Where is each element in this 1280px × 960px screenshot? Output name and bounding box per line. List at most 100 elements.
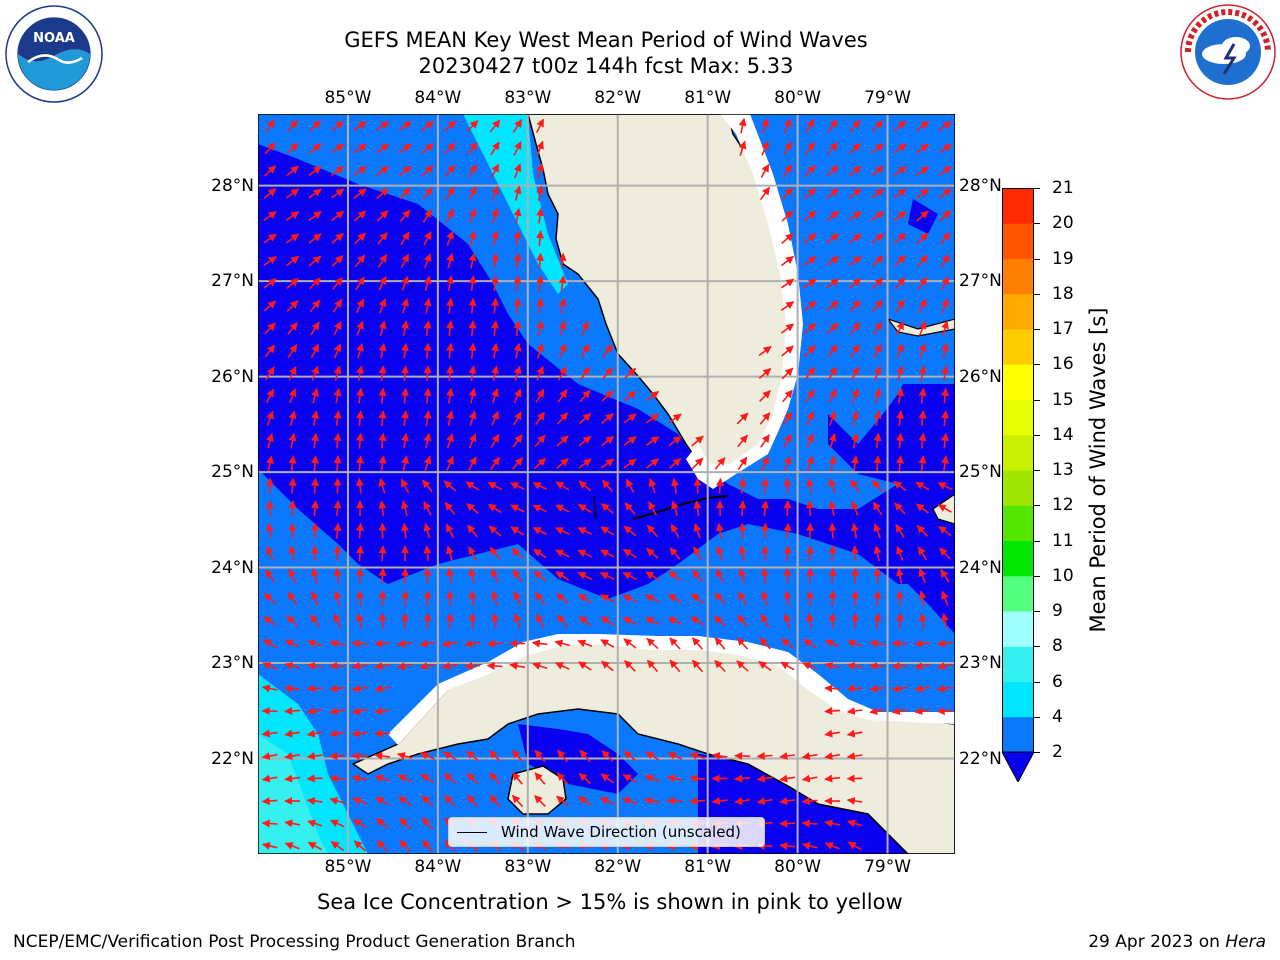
wave-direction-arrow	[330, 166, 345, 176]
isla-de-la-juventud	[507, 765, 567, 815]
wave-direction-arrow	[535, 388, 545, 403]
longitude-label: 84°W	[414, 88, 462, 108]
wave-direction-arrow	[828, 590, 837, 607]
wave-direction-arrow	[513, 613, 522, 629]
wave-direction-arrow	[261, 729, 278, 738]
wave-direction-arrow	[824, 639, 840, 648]
wave-direction-arrow	[401, 275, 409, 291]
wave-direction-arrow	[916, 188, 930, 199]
wave-direction-arrow	[826, 322, 839, 335]
wave-direction-arrow	[423, 231, 432, 246]
wave-direction-arrow	[263, 300, 277, 312]
wave-direction-arrow	[871, 165, 885, 177]
longitude-label: 81°W	[684, 857, 732, 877]
colorbar-tick-mark	[1034, 329, 1040, 330]
wave-direction-arrow	[759, 390, 771, 402]
wave-direction-arrow	[376, 187, 389, 200]
wave-direction-arrow	[871, 233, 885, 244]
wave-direction-arrow	[736, 412, 749, 425]
wave-direction-arrow	[264, 142, 276, 155]
wave-direction-arrow	[536, 230, 545, 247]
wave-direction-arrow	[264, 119, 276, 133]
wave-direction-arrow	[578, 661, 592, 671]
footer-machine: Hera	[1225, 932, 1266, 952]
wave-direction-arrow	[308, 120, 322, 132]
wave-direction-arrow	[846, 707, 863, 715]
wave-direction-arrow	[916, 232, 929, 245]
wave-direction-arrow	[333, 343, 342, 359]
wave-direction-arrow	[262, 662, 278, 670]
wave-direction-arrow	[804, 367, 816, 380]
wave-direction-arrow	[329, 752, 346, 761]
wave-direction-arrow	[353, 840, 367, 852]
wave-direction-arrow	[760, 613, 770, 628]
wave-direction-arrow	[401, 320, 409, 337]
wave-direction-arrow	[738, 500, 747, 517]
wave-direction-arrow	[578, 615, 592, 627]
wave-direction-arrow	[332, 277, 343, 290]
wave-direction-arrow	[896, 545, 904, 561]
wave-direction-arrow	[468, 342, 477, 359]
wave-direction-arrow	[914, 662, 931, 670]
wave-direction-arrow	[736, 614, 749, 628]
wave-direction-arrow	[623, 413, 637, 424]
wave-direction-arrow	[941, 455, 949, 472]
wave-direction-arrow	[580, 343, 590, 358]
colorbar-tick-mark	[1034, 575, 1040, 577]
wave-direction-arrow	[645, 751, 660, 761]
wave-direction-arrow	[491, 590, 499, 606]
wave-direction-arrow	[846, 661, 863, 670]
ocean-fill-below-2s-southeast	[898, 534, 955, 634]
wave-direction-arrow	[848, 255, 862, 267]
longitude-label: 79°W	[864, 88, 912, 108]
wave-direction-arrow	[893, 120, 907, 132]
wave-direction-arrow	[599, 572, 615, 580]
wave-direction-arrow	[490, 612, 499, 629]
wave-direction-arrow	[308, 143, 322, 154]
wave-direction-arrow	[756, 774, 773, 783]
wave-direction-arrow	[738, 545, 747, 562]
wave-direction-arrow	[782, 389, 793, 403]
wave-direction-arrow	[783, 500, 792, 517]
wave-direction-arrow	[264, 592, 276, 605]
wave-direction-arrow	[308, 165, 322, 177]
wave-direction-arrow	[557, 749, 568, 763]
wave-direction-arrow	[601, 390, 614, 402]
colorbar-tick-mark	[1034, 716, 1040, 718]
wave-direction-arrow	[510, 526, 525, 536]
wave-direction-arrow	[422, 479, 433, 493]
wave-direction-arrow	[601, 660, 614, 672]
wave-direction-arrow	[421, 795, 434, 807]
wave-direction-arrow	[893, 480, 907, 492]
wave-direction-arrow	[536, 140, 544, 156]
wave-direction-arrow	[329, 707, 346, 715]
wave-direction-arrow	[824, 729, 841, 738]
wave-direction-arrow	[668, 435, 682, 447]
wave-direction-arrow	[625, 478, 635, 493]
wave-direction-arrow	[713, 615, 727, 627]
florida-keys	[632, 495, 729, 520]
wave-direction-arrow	[311, 590, 319, 606]
wave-direction-arrow	[311, 388, 319, 404]
wave-direction-arrow	[400, 231, 410, 246]
wave-direction-arrow	[311, 500, 320, 517]
wave-direction-arrow	[779, 819, 796, 828]
wave-direction-arrow	[491, 208, 499, 224]
colorbar-tick-label: 16	[1052, 354, 1074, 375]
wave-direction-arrow	[261, 842, 278, 850]
colorbar-segment	[1002, 646, 1034, 682]
wave-direction-arrow	[669, 547, 681, 560]
wave-direction-arrow	[513, 275, 522, 292]
wave-direction-arrow	[668, 413, 682, 424]
wave-direction-arrow	[555, 504, 570, 513]
wave-direction-arrow	[601, 413, 614, 424]
latitude-label: 28°N	[211, 175, 254, 196]
wave-direction-arrow	[491, 342, 499, 359]
wave-direction-arrow	[918, 590, 927, 607]
wave-direction-arrow	[624, 660, 636, 672]
wave-direction-arrow	[423, 275, 432, 291]
wave-direction-arrow	[758, 660, 772, 672]
wave-direction-arrow	[374, 684, 391, 693]
wave-direction-arrow	[806, 612, 814, 629]
wave-direction-arrow	[421, 142, 434, 155]
